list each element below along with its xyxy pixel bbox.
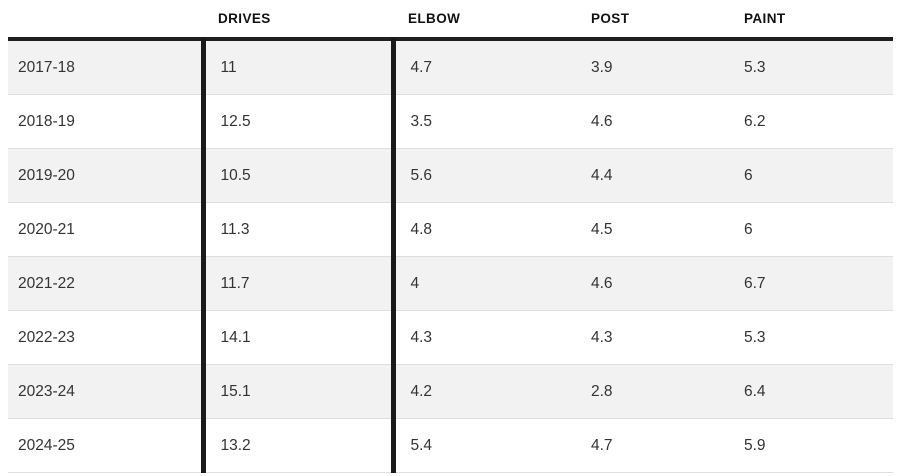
- table-row: 2018-19 12.5 3.5 4.6 6.2: [8, 94, 893, 149]
- elbow-cell: 3.5: [390, 94, 576, 149]
- table-row: 2021-22 11.7 4 4.6 6.7: [8, 256, 893, 311]
- post-cell: 4.6: [576, 256, 729, 311]
- season-cell: 2023-24: [8, 364, 203, 419]
- paint-cell: 6: [729, 202, 893, 257]
- paint-cell: 5.3: [729, 39, 893, 95]
- elbow-cell: 4.3: [390, 310, 576, 365]
- post-cell: 4.4: [576, 148, 729, 203]
- col-header-paint: PAINT: [729, 0, 893, 41]
- paint-cell: 6.7: [729, 256, 893, 311]
- col-header-elbow: ELBOW: [393, 0, 576, 41]
- paint-cell: 5.3: [729, 310, 893, 365]
- season-cell: 2024-25: [8, 418, 203, 473]
- table-row: 2019-20 10.5 5.6 4.4 6: [8, 148, 893, 203]
- drives-cell: 10.5: [200, 148, 393, 203]
- table-row: 2020-21 11.3 4.8 4.5 6: [8, 202, 893, 257]
- table-row: 2023-24 15.1 4.2 2.8 6.4: [8, 364, 893, 419]
- drives-cell: 13.2: [200, 418, 393, 473]
- elbow-cell: 4: [390, 256, 576, 311]
- table-header-row: DRIVES ELBOW POST PAINT: [8, 0, 893, 41]
- post-cell: 4.5: [576, 202, 729, 257]
- elbow-cell: 4.2: [390, 364, 576, 419]
- season-cell: 2019-20: [8, 148, 203, 203]
- paint-cell: 6.4: [729, 364, 893, 419]
- paint-cell: 5.9: [729, 418, 893, 473]
- post-cell: 4.7: [576, 418, 729, 473]
- elbow-cell: 4.7: [390, 39, 576, 95]
- elbow-cell: 5.4: [390, 418, 576, 473]
- post-cell: 4.3: [576, 310, 729, 365]
- drives-cell: 15.1: [200, 364, 393, 419]
- season-cell: 2017-18: [8, 39, 203, 95]
- drives-cell: 14.1: [200, 310, 393, 365]
- drives-cell: 11.7: [200, 256, 393, 311]
- paint-cell: 6.2: [729, 94, 893, 149]
- drives-cell: 11.3: [200, 202, 393, 257]
- col-header-season: [8, 0, 203, 41]
- table-row: 2024-25 13.2 5.4 4.7 5.9: [8, 418, 893, 473]
- col-header-drives: DRIVES: [203, 0, 393, 41]
- post-cell: 4.6: [576, 94, 729, 149]
- stats-table: DRIVES ELBOW POST PAINT 2017-18 11 4.7 3…: [8, 0, 893, 473]
- post-cell: 3.9: [576, 39, 729, 95]
- elbow-cell: 4.8: [390, 202, 576, 257]
- table-row: 2017-18 11 4.7 3.9 5.3: [8, 39, 893, 95]
- elbow-cell: 5.6: [390, 148, 576, 203]
- table-row: 2022-23 14.1 4.3 4.3 5.3: [8, 310, 893, 365]
- paint-cell: 6: [729, 148, 893, 203]
- post-cell: 2.8: [576, 364, 729, 419]
- drives-cell: 11: [200, 39, 393, 95]
- season-cell: 2020-21: [8, 202, 203, 257]
- col-header-post: POST: [576, 0, 729, 41]
- table-body: 2017-18 11 4.7 3.9 5.3 2018-19 12.5 3.5 …: [8, 39, 893, 473]
- season-cell: 2021-22: [8, 256, 203, 311]
- season-cell: 2018-19: [8, 94, 203, 149]
- season-cell: 2022-23: [8, 310, 203, 365]
- drives-cell: 12.5: [200, 94, 393, 149]
